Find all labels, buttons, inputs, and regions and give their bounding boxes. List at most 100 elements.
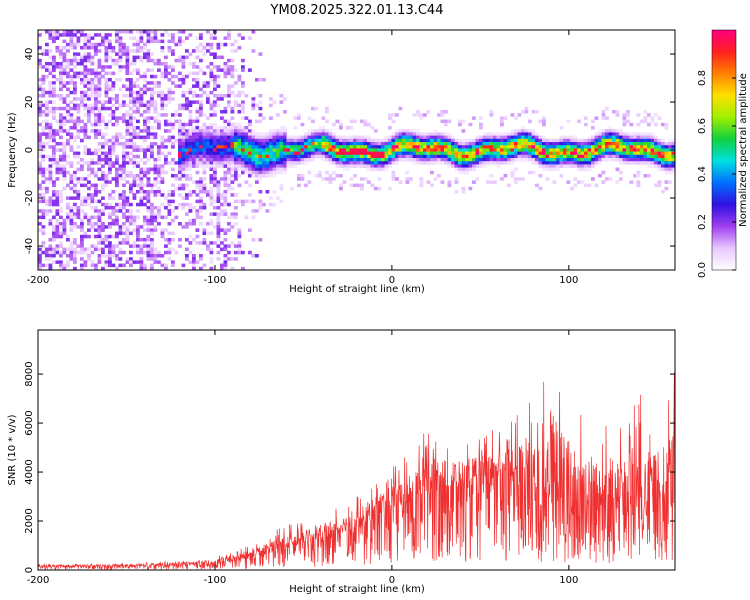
heat-cell bbox=[388, 126, 392, 130]
heat-cell bbox=[111, 58, 116, 63]
heat-cell bbox=[220, 212, 224, 216]
heat-cell bbox=[234, 39, 238, 44]
heat-cell bbox=[122, 199, 126, 204]
heat-cell bbox=[332, 145, 336, 149]
heat-cell bbox=[381, 138, 385, 143]
heat-cell bbox=[185, 55, 189, 60]
heat-cell bbox=[153, 180, 158, 184]
heat-cell bbox=[171, 238, 175, 242]
heat-cell bbox=[423, 148, 427, 152]
heat-cell bbox=[577, 142, 581, 146]
heat-cell bbox=[188, 33, 193, 37]
heat-cell bbox=[101, 212, 105, 216]
heat-cell bbox=[111, 138, 116, 143]
heat-cell bbox=[59, 154, 63, 159]
heat-cell bbox=[241, 84, 245, 88]
heat-cell bbox=[48, 122, 53, 127]
heat-cell bbox=[87, 78, 91, 82]
heat-cell bbox=[426, 142, 431, 146]
heat-cell bbox=[664, 167, 669, 172]
heat-cell bbox=[80, 30, 84, 34]
heat-cell bbox=[125, 225, 130, 229]
heat-cell bbox=[90, 122, 95, 127]
heat-cell bbox=[503, 148, 508, 152]
heat-cell bbox=[605, 135, 609, 140]
heat-cell bbox=[528, 145, 532, 149]
heat-cell bbox=[626, 151, 630, 156]
heat-cell bbox=[132, 180, 137, 184]
heat-cell bbox=[213, 74, 217, 79]
heat-cell bbox=[125, 151, 130, 156]
heat-cell bbox=[62, 218, 67, 223]
heat-cell bbox=[276, 138, 280, 143]
heat-cell bbox=[615, 154, 620, 159]
heat-cell bbox=[62, 119, 67, 124]
heat-cell bbox=[230, 135, 235, 140]
heat-cell bbox=[181, 196, 186, 200]
heat-cell bbox=[619, 170, 623, 175]
heat-cell bbox=[300, 177, 305, 181]
heat-cell bbox=[283, 170, 287, 175]
heat-cell bbox=[143, 122, 147, 127]
heat-cell bbox=[69, 30, 74, 34]
heat-cell bbox=[584, 145, 588, 149]
heat-cell bbox=[339, 126, 343, 130]
heat-cell bbox=[531, 158, 536, 162]
heat-cell bbox=[587, 158, 592, 162]
heat-cell bbox=[265, 174, 270, 178]
heat-cell bbox=[360, 135, 364, 140]
heat-cell bbox=[447, 132, 452, 136]
heat-cell bbox=[412, 148, 417, 152]
heat-cell bbox=[195, 129, 200, 133]
heat-cell bbox=[139, 180, 144, 184]
heat-cell bbox=[265, 148, 270, 152]
heat-cell bbox=[104, 94, 109, 98]
heat-cell bbox=[59, 222, 63, 226]
heat-cell bbox=[262, 158, 266, 162]
heat-cell bbox=[521, 129, 525, 133]
heat-cell bbox=[146, 257, 151, 261]
heat-cell bbox=[335, 154, 340, 159]
heat-cell bbox=[458, 148, 462, 152]
heat-cell bbox=[626, 135, 630, 140]
heat-cell bbox=[52, 87, 56, 92]
heat-cell bbox=[300, 151, 305, 156]
heat-cell bbox=[48, 158, 53, 162]
heat-cell bbox=[314, 154, 319, 159]
heat-cell bbox=[248, 148, 252, 152]
heat-cell bbox=[150, 257, 154, 261]
heat-cell bbox=[489, 110, 494, 114]
heat-cell bbox=[129, 100, 133, 104]
heat-cell bbox=[101, 135, 105, 140]
heat-cell bbox=[111, 145, 116, 149]
heat-cell bbox=[108, 158, 112, 162]
heat-cell bbox=[115, 100, 119, 104]
heat-cell bbox=[220, 145, 224, 149]
heat-cell bbox=[654, 138, 658, 143]
heat-cell bbox=[118, 209, 123, 213]
heat-cell bbox=[80, 103, 84, 108]
heat-cell bbox=[377, 151, 382, 156]
heat-cell bbox=[195, 209, 200, 213]
heat-cell bbox=[556, 164, 560, 168]
heat-cell bbox=[153, 250, 158, 255]
heat-cell bbox=[76, 36, 81, 40]
heat-cell bbox=[129, 170, 133, 175]
heat-cell bbox=[601, 158, 606, 162]
heat-cell bbox=[321, 145, 326, 149]
heat-cell bbox=[426, 135, 431, 140]
heat-cell bbox=[104, 254, 109, 258]
heat-cell bbox=[563, 145, 567, 149]
heat-cell bbox=[90, 170, 95, 175]
heat-cell bbox=[258, 148, 263, 152]
heat-cell bbox=[76, 196, 81, 200]
heat-cell bbox=[104, 84, 109, 88]
heat-cell bbox=[41, 49, 46, 53]
heat-cell bbox=[90, 58, 95, 63]
heat-cell bbox=[542, 138, 546, 143]
heat-cell bbox=[335, 119, 340, 124]
heat-cell bbox=[479, 154, 483, 159]
heat-cell bbox=[640, 142, 644, 146]
heat-cell bbox=[52, 154, 56, 159]
